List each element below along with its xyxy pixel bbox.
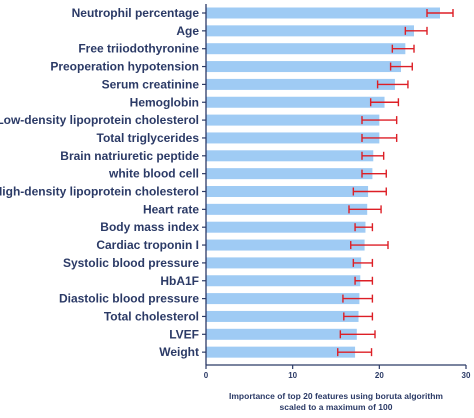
error-bar xyxy=(369,98,400,107)
error-bar xyxy=(376,80,409,89)
x-ticks-group: 0 10 20 30 xyxy=(204,365,471,380)
category-label: HbA1F xyxy=(160,274,199,288)
bar xyxy=(206,61,401,73)
x-tick-label: 30 xyxy=(462,371,471,380)
error-bar xyxy=(361,133,398,142)
error-bar xyxy=(352,258,374,267)
error-bar xyxy=(361,151,385,160)
category-labels-group: Neutrophil percentage Age Free triiodothyr… xyxy=(0,6,206,359)
bar xyxy=(206,221,366,233)
bar xyxy=(206,328,357,340)
bars-group xyxy=(206,7,440,358)
category-label: Cardiac troponin I xyxy=(96,238,199,252)
x-tick-label: 0 xyxy=(204,371,209,380)
bar xyxy=(206,150,374,162)
category-label: Preoperation hypotension xyxy=(50,60,199,74)
bar xyxy=(206,203,368,215)
bar xyxy=(206,310,359,322)
category-label: Heart rate xyxy=(143,202,199,216)
category-label: Total cholesterol xyxy=(104,309,199,323)
bar xyxy=(206,25,414,37)
error-bars-group xyxy=(337,9,454,357)
error-bar xyxy=(426,9,454,17)
error-bar xyxy=(348,205,382,214)
bar xyxy=(206,132,380,144)
error-bar xyxy=(389,62,413,71)
bar xyxy=(206,78,395,90)
bar xyxy=(206,96,385,108)
x-axis-title-line-1: Importance of top 20 features using boru… xyxy=(229,391,443,401)
category-label: Systolic blood pressure xyxy=(63,256,199,270)
error-bar xyxy=(343,312,374,321)
bar xyxy=(206,114,380,126)
category-label: Age xyxy=(176,24,199,38)
category-label: Weight xyxy=(159,345,199,359)
bar xyxy=(206,257,362,269)
bar xyxy=(206,168,373,180)
error-bar xyxy=(361,169,387,178)
error-bar xyxy=(404,26,428,35)
x-tick-label: 20 xyxy=(375,371,384,380)
bar xyxy=(206,43,406,55)
category-label: High-density lipoprotein cholesterol xyxy=(0,185,199,199)
error-bar xyxy=(337,348,373,357)
category-label: Low-density lipoprotein cholesterol xyxy=(0,113,199,127)
category-label: Brain natriuretic peptide xyxy=(60,149,199,163)
bar xyxy=(206,275,361,287)
error-bar xyxy=(352,187,387,196)
error-bar xyxy=(354,276,374,285)
category-label: white blood cell xyxy=(108,167,199,181)
category-label: LVEF xyxy=(169,327,199,341)
category-label: Hemoglobin xyxy=(130,95,199,109)
category-label: Serum creatinine xyxy=(102,77,200,91)
category-label: Diastolic blood pressure xyxy=(59,292,199,306)
error-bar xyxy=(339,330,376,339)
bar xyxy=(206,293,360,305)
category-label: Neutrophil percentage xyxy=(72,6,200,20)
x-axis-title-line-2: scaled to a maximum of 100 xyxy=(280,402,393,412)
bar xyxy=(206,7,440,19)
bar xyxy=(206,239,365,251)
category-label: Free triiodothyronine xyxy=(78,42,199,56)
x-tick-label: 10 xyxy=(288,371,297,380)
error-bar xyxy=(350,241,389,250)
error-bar xyxy=(361,116,398,125)
error-bar xyxy=(342,294,374,303)
error-bar xyxy=(391,44,415,53)
error-bar xyxy=(354,223,374,232)
category-label: Body mass index xyxy=(100,220,199,234)
bar xyxy=(206,346,356,358)
bar xyxy=(206,186,369,197)
category-label: Total triglycerides xyxy=(97,131,200,145)
